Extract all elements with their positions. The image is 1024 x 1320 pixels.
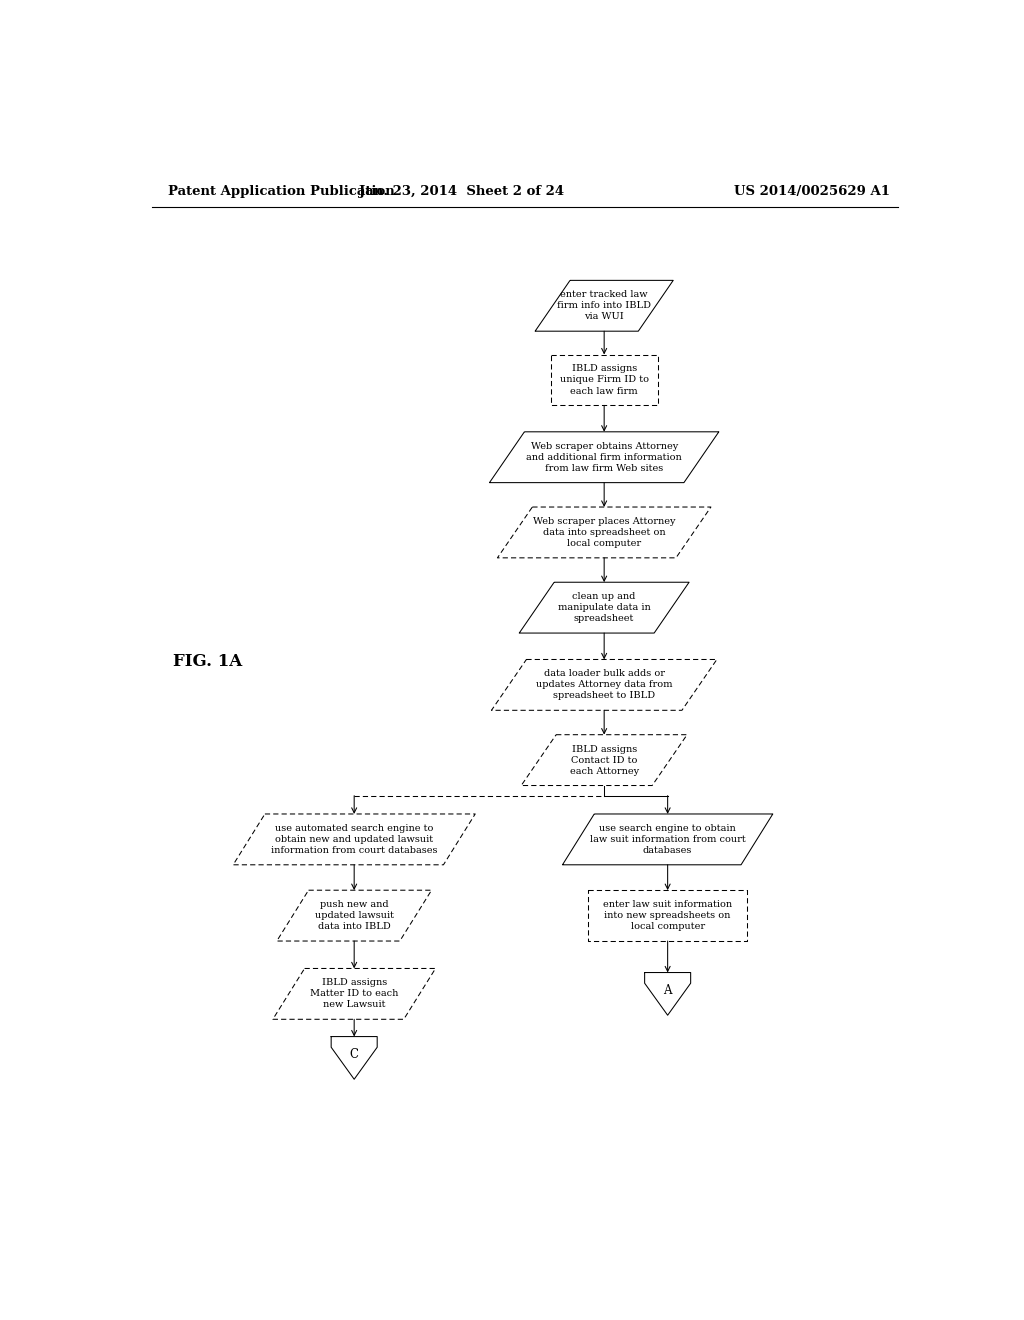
Text: data loader bulk adds or
updates Attorney data from
spreadsheet to IBLD: data loader bulk adds or updates Attorne…	[536, 669, 673, 701]
Text: use automated search engine to
obtain new and updated lawsuit
information from c: use automated search engine to obtain ne…	[271, 824, 437, 855]
Text: clean up and
manipulate data in
spreadsheet: clean up and manipulate data in spreadsh…	[558, 593, 650, 623]
Text: A: A	[664, 983, 672, 997]
Text: IBLD assigns
unique Firm ID to
each law firm: IBLD assigns unique Firm ID to each law …	[560, 364, 648, 396]
Text: Jan. 23, 2014  Sheet 2 of 24: Jan. 23, 2014 Sheet 2 of 24	[358, 185, 564, 198]
Text: Web scraper obtains Attorney
and additional firm information
from law firm Web s: Web scraper obtains Attorney and additio…	[526, 442, 682, 473]
Text: Web scraper places Attorney
data into spreadsheet on
local computer: Web scraper places Attorney data into sp…	[532, 517, 676, 548]
Text: FIG. 1A: FIG. 1A	[173, 653, 242, 671]
Text: Patent Application Publication: Patent Application Publication	[168, 185, 394, 198]
Text: push new and
updated lawsuit
data into IBLD: push new and updated lawsuit data into I…	[314, 900, 393, 931]
Text: IBLD assigns
Matter ID to each
new Lawsuit: IBLD assigns Matter ID to each new Lawsu…	[310, 978, 398, 1010]
Text: US 2014/0025629 A1: US 2014/0025629 A1	[734, 185, 890, 198]
Text: use search engine to obtain
law suit information from court
databases: use search engine to obtain law suit inf…	[590, 824, 745, 855]
Text: enter tracked law
firm info into IBLD
via WUI: enter tracked law firm info into IBLD vi…	[557, 290, 651, 321]
Text: C: C	[349, 1048, 358, 1061]
Text: IBLD assigns
Contact ID to
each Attorney: IBLD assigns Contact ID to each Attorney	[569, 744, 639, 776]
Text: enter law suit information
into new spreadsheets on
local computer: enter law suit information into new spre…	[603, 900, 732, 931]
